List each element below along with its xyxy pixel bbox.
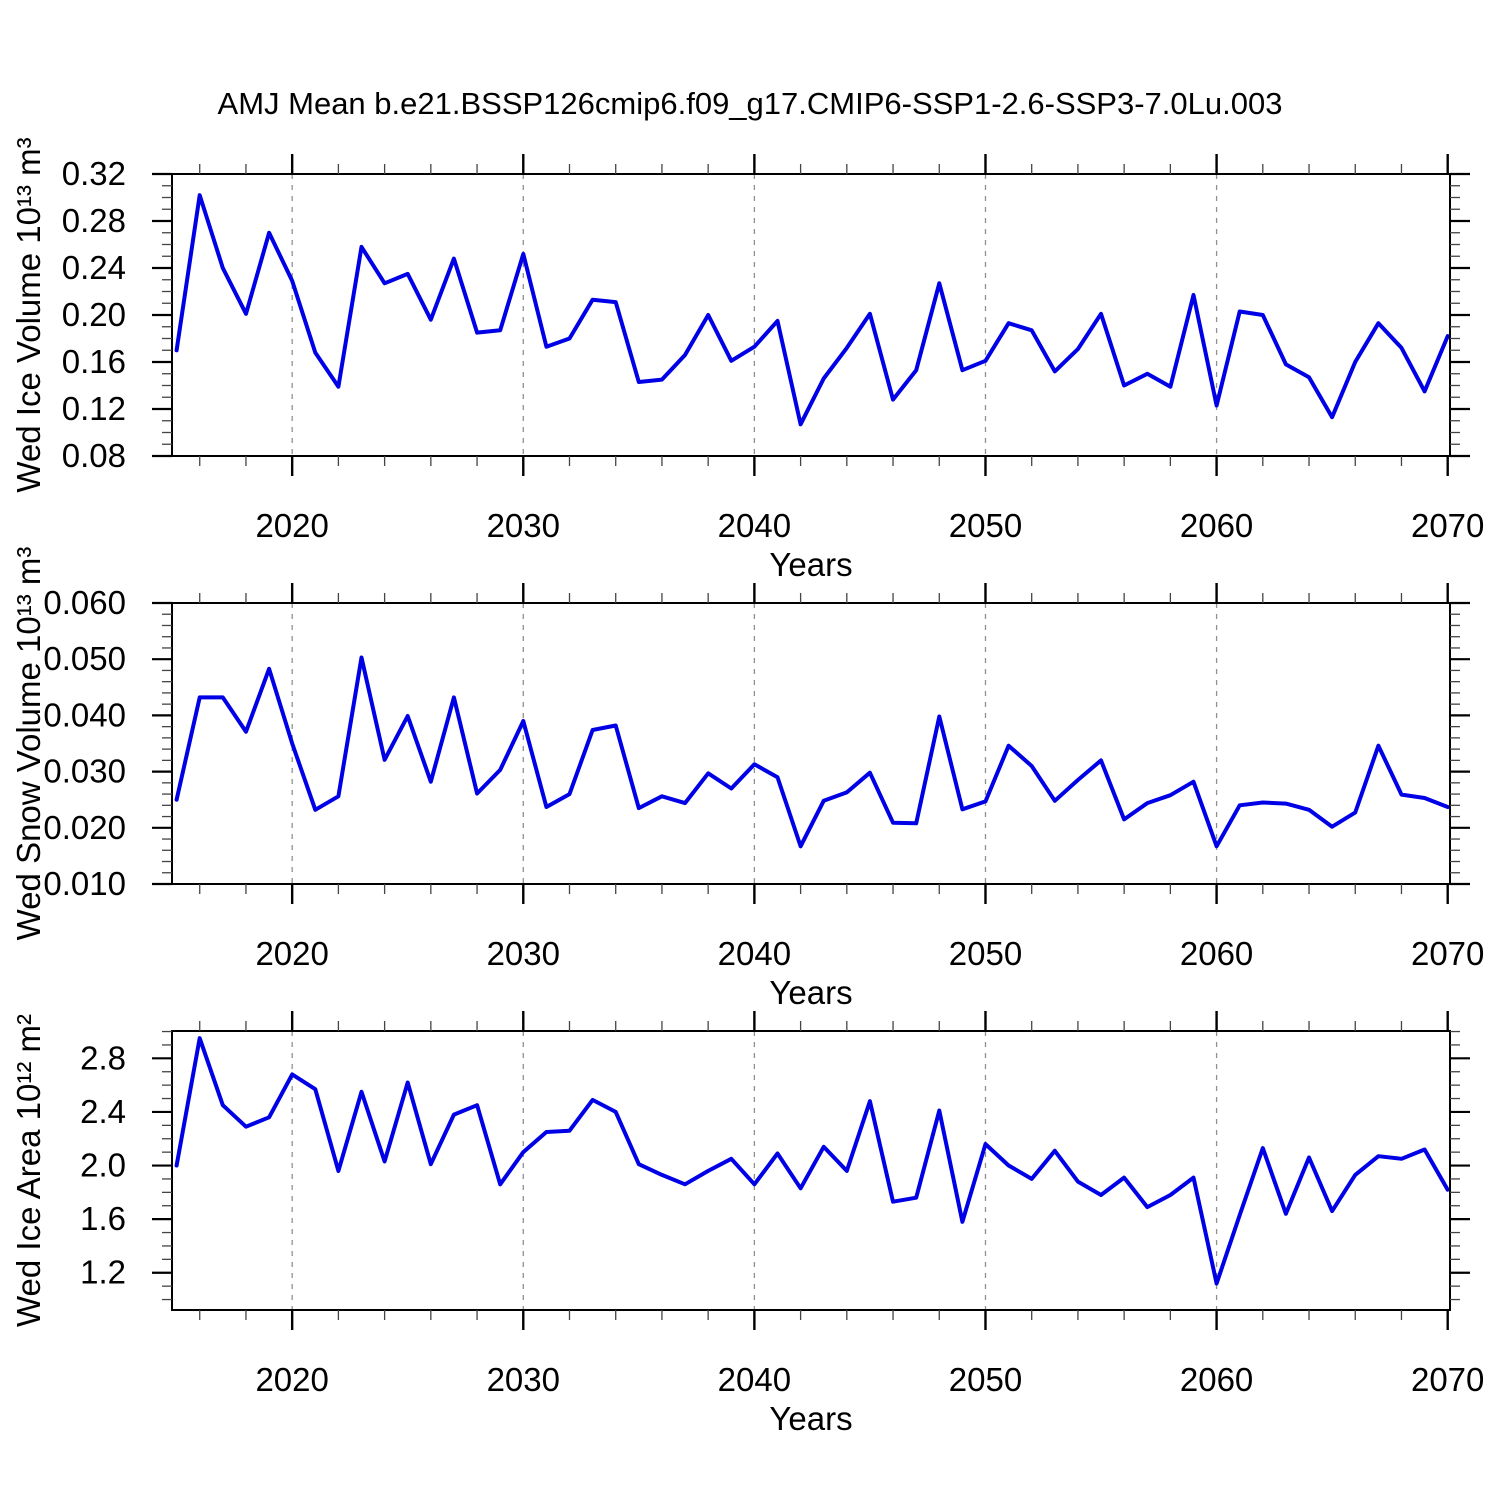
y-tick-label: 0.040: [43, 696, 126, 733]
y-axis-title: Wed Ice Area 10¹² m²: [10, 1014, 47, 1327]
panel-box: [171, 602, 1451, 885]
x-tick-label: 2030: [487, 1361, 560, 1398]
y-tick-label: 0.060: [43, 584, 126, 621]
y-tick-label: 0.16: [62, 343, 126, 380]
y-tick-label: 0.24: [62, 249, 126, 286]
y-tick-label: 0.12: [62, 390, 126, 427]
x-axis-title: Years: [769, 546, 852, 583]
x-tick-label: 2030: [487, 935, 560, 972]
panel-box: [171, 1030, 1451, 1311]
x-tick-label: 2040: [718, 507, 791, 544]
y-tick-label: 0.08: [62, 437, 126, 474]
x-tick-label: 2020: [255, 935, 328, 972]
y-tick-label: 2.4: [80, 1093, 126, 1130]
x-tick-label: 2040: [718, 1361, 791, 1398]
x-tick-label: 2050: [949, 507, 1022, 544]
x-tick-label: 2060: [1180, 1361, 1253, 1398]
y-tick-label: 1.6: [80, 1200, 126, 1237]
x-axis-title: Years: [769, 974, 852, 1011]
x-tick-label: 2060: [1180, 507, 1253, 544]
y-tick-label: 0.020: [43, 809, 126, 846]
y-axis-title: Wed Snow Volume 10¹³ m³: [10, 547, 47, 941]
x-tick-label: 2040: [718, 935, 791, 972]
series-line: [174, 193, 1450, 427]
series-line: [174, 655, 1450, 849]
x-tick-label: 2070: [1411, 507, 1484, 544]
y-axis-title: Wed Ice Volume 10¹³ m³: [10, 137, 47, 492]
x-tick-label: 2020: [255, 507, 328, 544]
y-tick-label: 2.8: [80, 1039, 126, 1076]
y-tick-label: 0.32: [62, 155, 126, 192]
panel-wed-ice-area: 2020 2030 2040 2050 2060 2070 1.2 1.6 2.0 2.4 2.8 Y…: [10, 1011, 1484, 1437]
x-axis-title: Years: [769, 1400, 852, 1437]
y-tick-label: 0.050: [43, 640, 126, 677]
x-tick-label: 2060: [1180, 935, 1253, 972]
chart-title: AMJ Mean b.e21.BSSP126cmip6.f09_g17.CMIP…: [217, 86, 1283, 121]
x-tick-label: 2050: [949, 935, 1022, 972]
y-tick-label: 2.0: [80, 1147, 126, 1184]
series-line: [174, 1036, 1450, 1286]
x-tick-label: 2050: [949, 1361, 1022, 1398]
y-tick-label: 1.2: [80, 1254, 126, 1291]
x-tick-label: 2030: [487, 507, 560, 544]
panel-wed-snow-volume: 2020 2030 2040 2050 2060 2070 0.010 0.020 0.030 0…: [10, 547, 1484, 1011]
x-tick-label: 2070: [1411, 1361, 1484, 1398]
y-tick-label: 0.20: [62, 296, 126, 333]
panel-wed-ice-volume: 2020 2030 2040 2050 2060 2070 0.08 0.12 0.16 0.20…: [10, 137, 1484, 583]
x-tick-label: 2070: [1411, 935, 1484, 972]
y-tick-label: 0.030: [43, 753, 126, 790]
y-tick-label: 0.28: [62, 202, 126, 239]
y-tick-label: 0.010: [43, 865, 126, 902]
x-tick-label: 2020: [255, 1361, 328, 1398]
